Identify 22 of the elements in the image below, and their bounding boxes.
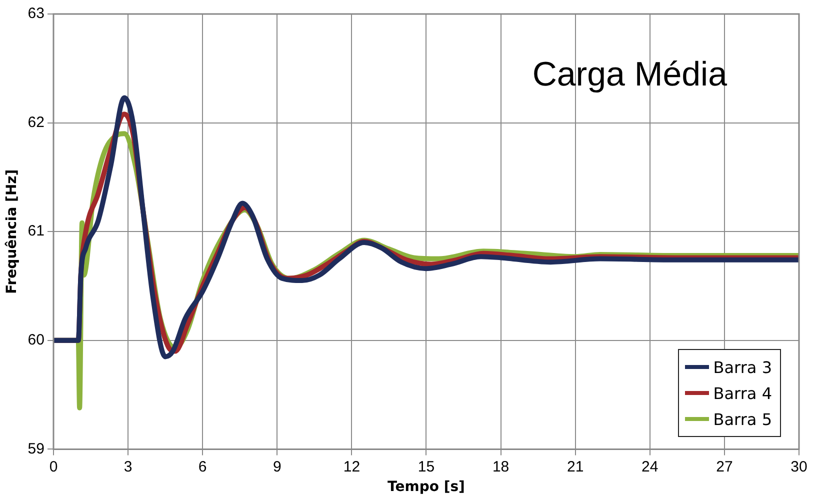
x-tick-label: 0 xyxy=(49,458,58,476)
legend-label: Barra 3 xyxy=(713,358,772,377)
x-tick-label: 9 xyxy=(272,458,282,476)
legend-label: Barra 4 xyxy=(713,384,772,403)
x-tick-label: 6 xyxy=(198,458,207,476)
y-tick-label: 62 xyxy=(28,114,44,131)
y-tick-label: 63 xyxy=(28,5,44,22)
x-tick-label: 30 xyxy=(790,458,808,476)
x-tick-label: 27 xyxy=(716,458,733,476)
x-tick-label: 15 xyxy=(418,458,435,476)
x-tick-label: 21 xyxy=(567,458,584,476)
y-tick-label: 59 xyxy=(28,440,44,458)
x-tick-label: 3 xyxy=(124,458,132,476)
y-tick-label: 61 xyxy=(28,222,44,240)
text: Carga Média xyxy=(532,55,728,94)
y-axis-title: Frequência [Hz] xyxy=(4,169,20,294)
y-tick-label: 60 xyxy=(28,332,44,349)
legend-label: Barra 5 xyxy=(713,410,772,429)
x-tick-label: 18 xyxy=(492,458,510,476)
x-tick-label: 12 xyxy=(343,458,360,476)
x-axis-title: Tempo [s] xyxy=(388,479,465,496)
x-tick-label: 24 xyxy=(642,458,658,476)
